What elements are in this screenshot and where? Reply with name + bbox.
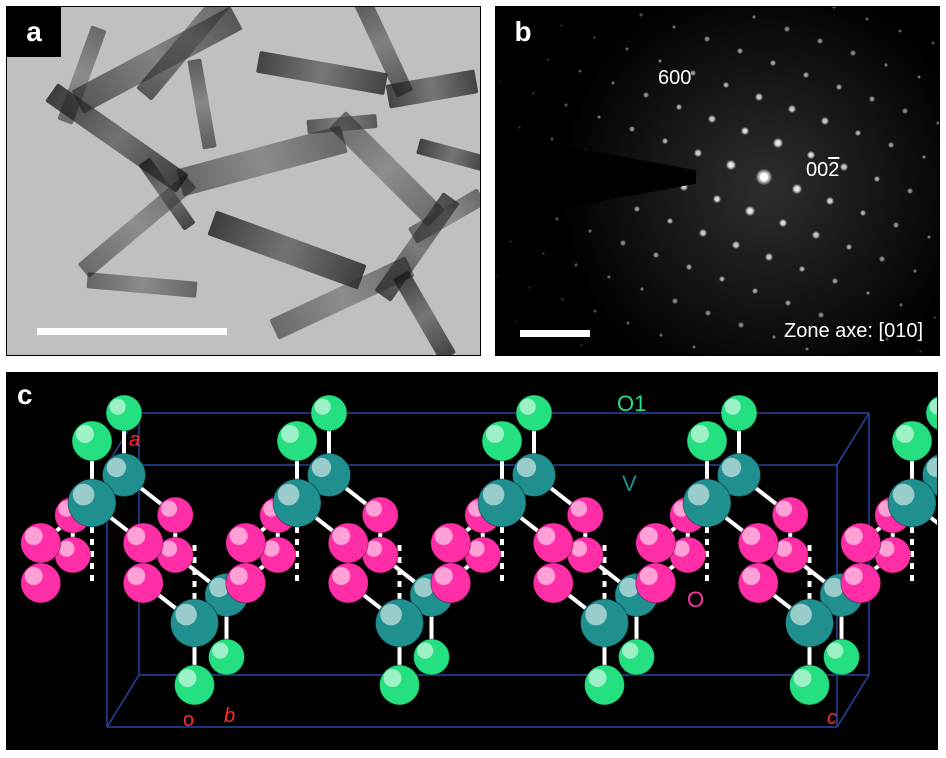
panel-a: a	[6, 6, 481, 356]
axis-label-a: a	[129, 429, 140, 452]
reflection-label-002bar: 002	[806, 159, 839, 182]
text-2bar: 2	[828, 159, 839, 181]
panel-label-b: b	[496, 7, 550, 57]
panel-label-a: a	[7, 7, 61, 57]
text-00: 00	[806, 159, 828, 181]
panel-b: b 600 002 Zone axe: [010]	[495, 6, 940, 356]
reflection-label-600: 600	[658, 67, 691, 90]
crystal-structure-svg	[7, 373, 938, 750]
tem-rods	[7, 7, 480, 355]
atom-label-O1: O1	[617, 391, 646, 417]
atom-label-O: O	[687, 587, 704, 613]
scale-bar-a	[37, 328, 227, 335]
scale-bar-b	[520, 330, 590, 337]
zone-axis-text: Zone axe: [010]	[784, 320, 923, 343]
axis-label-o: o	[183, 709, 194, 732]
top-row: a b 600 002 Zone axe: [010]	[6, 6, 940, 358]
atom-label-V: V	[622, 471, 637, 497]
panel-label-c: c	[17, 379, 33, 411]
axis-label-b: b	[224, 705, 235, 728]
axis-label-c: c	[827, 707, 837, 730]
panel-c: c O1 V O a b o c	[6, 372, 938, 750]
figure-container: a b 600 002 Zone axe: [010] c O1 V O a b…	[0, 0, 946, 758]
